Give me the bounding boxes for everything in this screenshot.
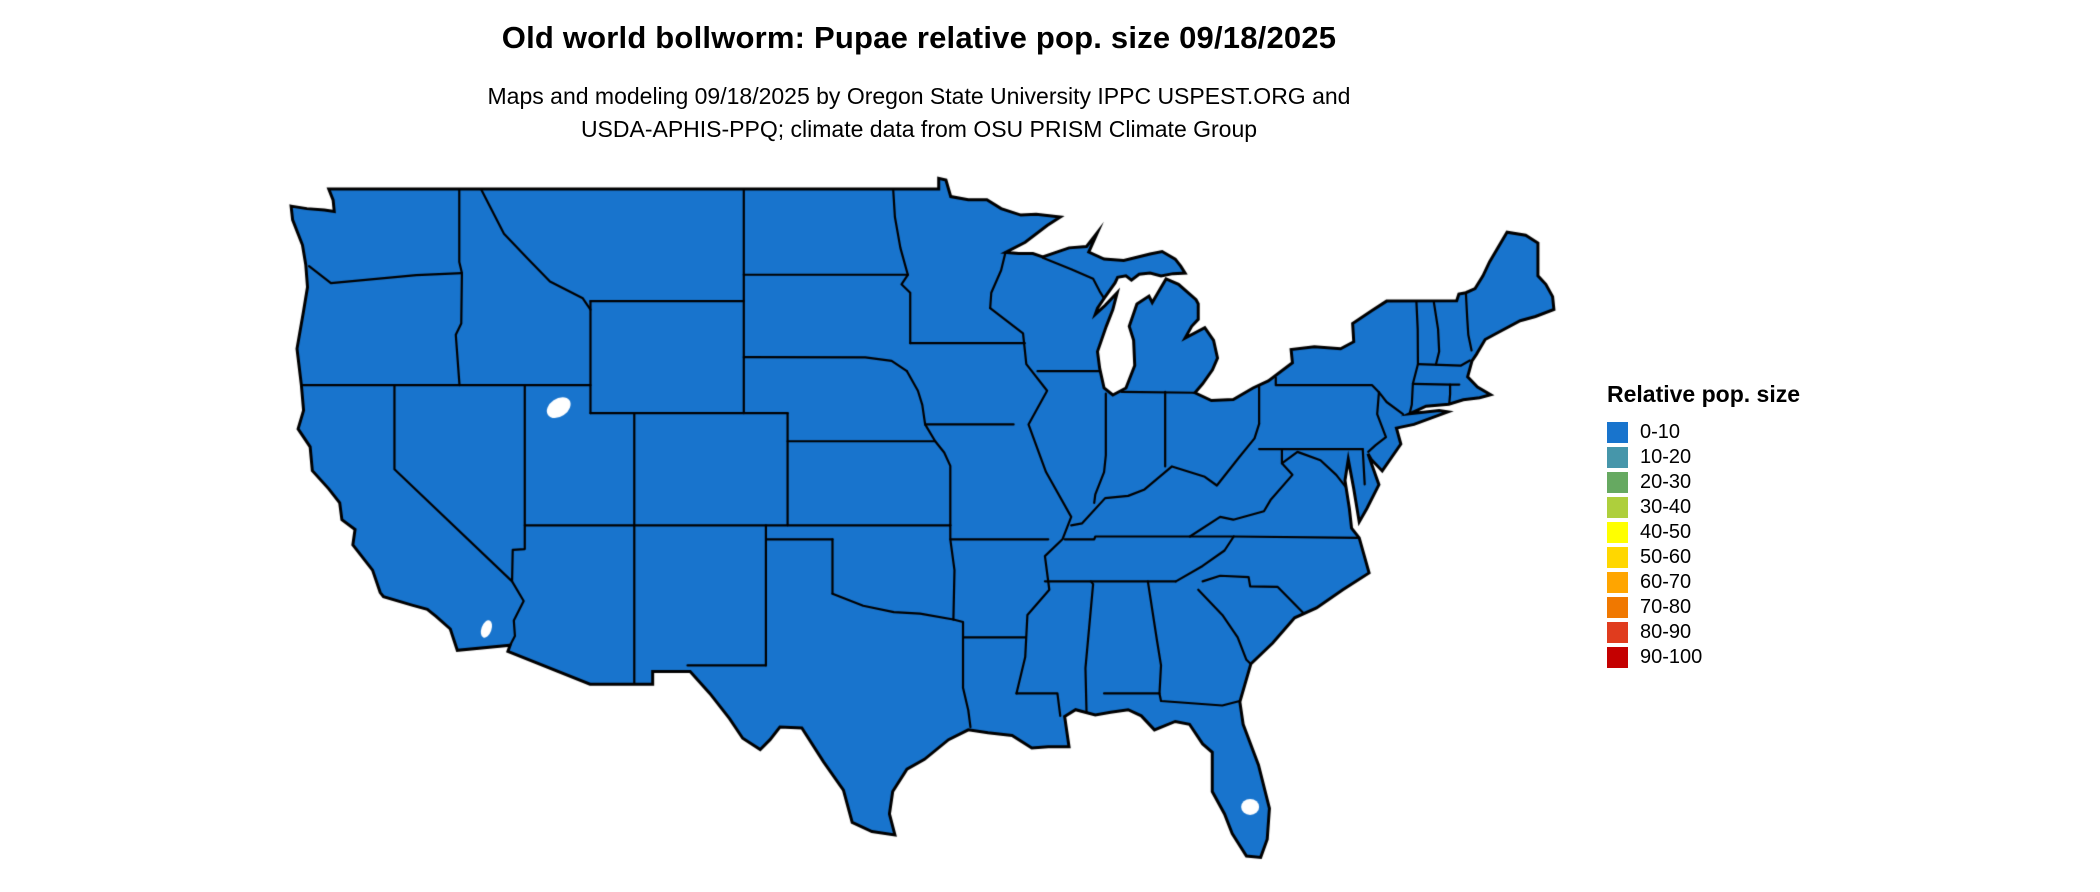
legend-color-swatch bbox=[1607, 647, 1628, 668]
legend-item: 0-10 bbox=[1607, 420, 1800, 445]
legend-item: 60-70 bbox=[1607, 570, 1800, 595]
legend-item: 90-100 bbox=[1607, 645, 1800, 670]
legend-item: 70-80 bbox=[1607, 595, 1800, 620]
legend-label: 20-30 bbox=[1640, 471, 1692, 493]
legend-color-swatch bbox=[1607, 422, 1628, 443]
legend-label: 0-10 bbox=[1640, 421, 1681, 443]
legend-color-swatch bbox=[1607, 597, 1628, 618]
legend-item: 40-50 bbox=[1607, 520, 1800, 545]
legend-label: 80-90 bbox=[1640, 621, 1692, 643]
legend: Relative pop. size 0-10 10-20 20-30 30-40 40… bbox=[1607, 381, 1800, 670]
legend-item: 10-20 bbox=[1607, 445, 1800, 470]
legend-items: 0-10 10-20 20-30 30-40 40-50 50-60 60-70 70-80 8… bbox=[1607, 420, 1800, 670]
legend-item: 50-60 bbox=[1607, 545, 1800, 570]
legend-label: 30-40 bbox=[1640, 496, 1692, 518]
legend-color-swatch bbox=[1607, 497, 1628, 518]
legend-color-swatch bbox=[1607, 572, 1628, 593]
legend-label: 70-80 bbox=[1640, 596, 1692, 618]
legend-item: 20-30 bbox=[1607, 470, 1800, 495]
map-subtitle-line1: Maps and modeling 09/18/2025 by Oregon S… bbox=[487, 83, 1351, 109]
legend-label: 40-50 bbox=[1640, 521, 1692, 543]
legend-item: 80-90 bbox=[1607, 620, 1800, 645]
legend-label: 10-20 bbox=[1640, 446, 1692, 468]
map-title: Old world bollworm: Pupae relative pop. … bbox=[501, 20, 1337, 55]
legend-label: 90-100 bbox=[1640, 646, 1703, 668]
legend-label: 60-70 bbox=[1640, 571, 1692, 593]
us-population-map-canvas bbox=[274, 168, 1564, 884]
map-subtitle: Maps and modeling 09/18/2025 by Oregon S… bbox=[274, 80, 1564, 146]
legend-color-swatch bbox=[1607, 547, 1628, 568]
legend-label: 50-60 bbox=[1640, 546, 1692, 568]
legend-title: Relative pop. size bbox=[1607, 381, 1801, 407]
legend-color-swatch bbox=[1607, 622, 1628, 643]
map-subtitle-line2: USDA-APHIS-PPQ; climate data from OSU PR… bbox=[580, 116, 1258, 142]
legend-color-swatch bbox=[1607, 447, 1628, 468]
legend-color-swatch bbox=[1607, 472, 1628, 493]
legend-color-swatch bbox=[1607, 522, 1628, 543]
legend-item: 30-40 bbox=[1607, 495, 1800, 520]
